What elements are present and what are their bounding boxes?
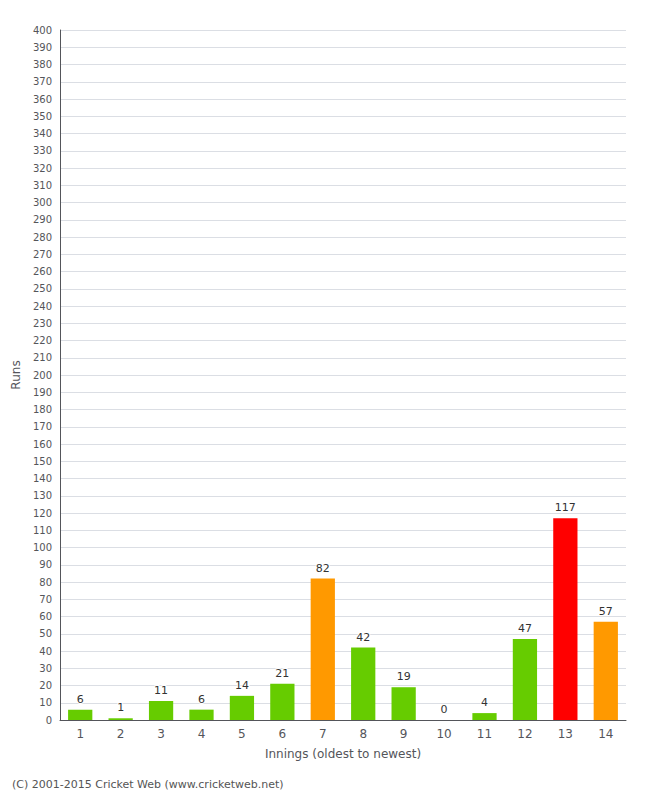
svg-text:0: 0 [441, 703, 448, 716]
svg-text:9: 9 [400, 727, 408, 741]
svg-text:340: 340 [33, 128, 52, 139]
svg-text:10: 10 [436, 727, 451, 741]
svg-text:42: 42 [356, 631, 370, 644]
svg-text:180: 180 [33, 404, 52, 415]
svg-text:360: 360 [33, 94, 52, 105]
svg-text:130: 130 [33, 490, 52, 501]
svg-text:6: 6 [279, 727, 287, 741]
svg-text:220: 220 [33, 335, 52, 346]
svg-text:8: 8 [359, 727, 367, 741]
svg-text:19: 19 [397, 670, 411, 683]
svg-text:110: 110 [33, 525, 52, 536]
svg-text:270: 270 [33, 249, 52, 260]
svg-text:12: 12 [517, 727, 532, 741]
svg-text:200: 200 [33, 370, 52, 381]
svg-text:2: 2 [117, 727, 125, 741]
svg-text:117: 117 [555, 501, 576, 514]
svg-text:260: 260 [33, 266, 52, 277]
svg-text:6: 6 [198, 693, 205, 706]
svg-text:20: 20 [39, 680, 52, 691]
svg-text:120: 120 [33, 508, 52, 519]
svg-text:Innings (oldest to newest): Innings (oldest to newest) [265, 747, 421, 761]
svg-text:14: 14 [598, 727, 613, 741]
svg-text:320: 320 [33, 163, 52, 174]
svg-text:(C) 2001-2015 Cricket Web (www: (C) 2001-2015 Cricket Web (www.cricketwe… [12, 778, 284, 791]
svg-text:230: 230 [33, 318, 52, 329]
svg-text:90: 90 [39, 559, 52, 570]
svg-text:13: 13 [558, 727, 573, 741]
svg-text:140: 140 [33, 473, 52, 484]
svg-text:300: 300 [33, 197, 52, 208]
svg-text:30: 30 [39, 663, 52, 674]
svg-text:330: 330 [33, 145, 52, 156]
svg-text:57: 57 [599, 605, 613, 618]
svg-text:60: 60 [39, 611, 52, 622]
svg-text:150: 150 [33, 456, 52, 467]
svg-text:160: 160 [33, 439, 52, 450]
svg-text:380: 380 [33, 59, 52, 70]
svg-text:400: 400 [33, 25, 52, 36]
svg-text:240: 240 [33, 301, 52, 312]
svg-text:21: 21 [275, 667, 289, 680]
svg-text:50: 50 [39, 628, 52, 639]
svg-text:14: 14 [235, 679, 249, 692]
svg-text:250: 250 [33, 283, 52, 294]
svg-text:82: 82 [316, 562, 330, 575]
svg-text:10: 10 [39, 697, 52, 708]
svg-text:5: 5 [238, 727, 246, 741]
svg-text:3: 3 [157, 727, 165, 741]
svg-text:7: 7 [319, 727, 327, 741]
svg-text:70: 70 [39, 594, 52, 605]
svg-text:0: 0 [46, 715, 52, 726]
svg-text:1: 1 [117, 701, 124, 714]
svg-text:11: 11 [154, 684, 168, 697]
svg-text:6: 6 [77, 693, 84, 706]
svg-text:190: 190 [33, 387, 52, 398]
svg-text:100: 100 [33, 542, 52, 553]
svg-text:40: 40 [39, 646, 52, 657]
svg-text:47: 47 [518, 622, 532, 635]
svg-text:370: 370 [33, 76, 52, 87]
svg-text:280: 280 [33, 232, 52, 243]
svg-text:4: 4 [198, 727, 206, 741]
svg-text:80: 80 [39, 577, 52, 588]
svg-text:170: 170 [33, 421, 52, 432]
svg-text:290: 290 [33, 214, 52, 225]
svg-text:310: 310 [33, 180, 52, 191]
svg-text:11: 11 [477, 727, 492, 741]
svg-text:Runs: Runs [9, 360, 23, 389]
svg-text:390: 390 [33, 42, 52, 53]
svg-text:1: 1 [76, 727, 84, 741]
svg-text:210: 210 [33, 352, 52, 363]
svg-text:350: 350 [33, 111, 52, 122]
svg-text:4: 4 [481, 696, 488, 709]
